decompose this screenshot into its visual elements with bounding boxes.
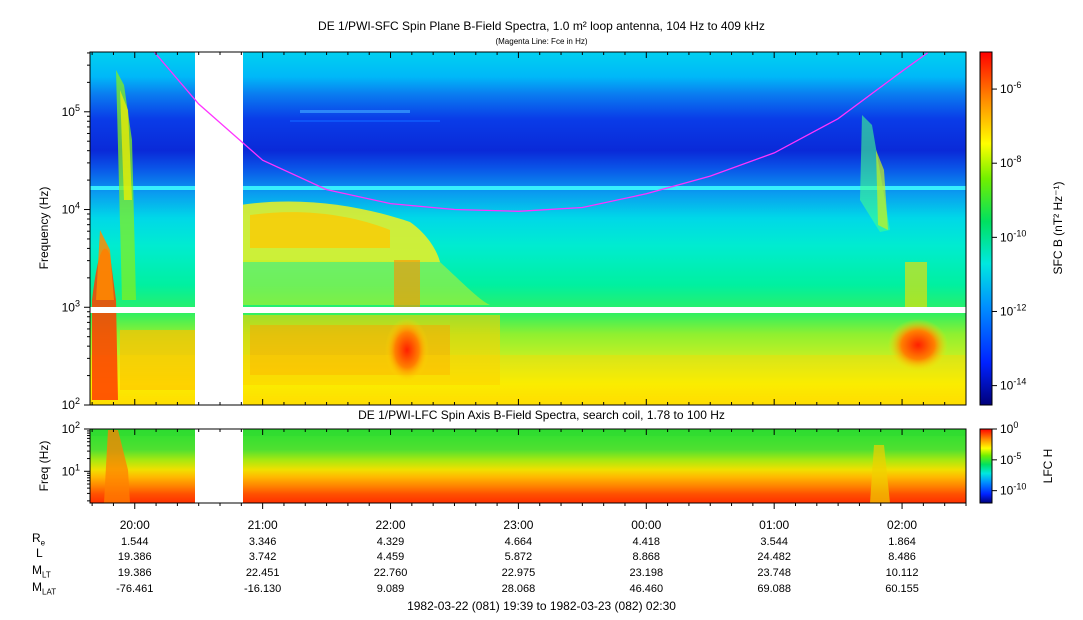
sfc-colorbar-label: SFC B (nT² Hz⁻¹) <box>1051 182 1065 275</box>
param-value-mlt: 10.112 <box>885 567 919 579</box>
lfc-data-gap <box>195 429 243 503</box>
emission-feature <box>385 318 429 382</box>
param-value-re: 3.346 <box>248 536 277 548</box>
param-value-re: 1.864 <box>888 536 916 548</box>
x-tick-label: 20:00 <box>120 518 150 532</box>
sfc-x-axis <box>91 52 967 405</box>
param-value-l: 4.459 <box>376 551 405 563</box>
top-panel-title: DE 1/PWI-SFC Spin Plane B-Field Spectra,… <box>318 19 765 33</box>
param-value-mlt: 22.451 <box>245 567 280 579</box>
param-value-mlat: 28.068 <box>501 583 536 595</box>
fce-line <box>153 52 928 212</box>
param-value-l: 19.386 <box>117 551 152 563</box>
sfc-colorbar-ticks: 10-6 10-8 10-10 10-12 10-14 <box>992 80 1026 393</box>
param-value-l: 3.742 <box>248 551 277 563</box>
x-tick-label: 02:00 <box>887 518 917 532</box>
param-value-re: 4.418 <box>632 536 661 548</box>
param-value-re: 3.544 <box>760 536 788 548</box>
time-range-footer: 1982-03-22 (081) 19:39 to 1982-03-23 (08… <box>407 599 676 613</box>
param-value-mlt: 23.198 <box>629 567 664 579</box>
sfc-frequency-gap <box>90 307 966 313</box>
param-value-l: 5.872 <box>504 551 533 563</box>
lfc-spectrogram: 101 102 20:00 21:00 22:00 23:00 00:00 01:00 02:… <box>62 420 967 532</box>
param-value-mlat: -16.130 <box>243 583 282 595</box>
lfc-x-axis: 20:00 21:00 22:00 23:00 00:00 01:00 02:00 <box>91 429 967 532</box>
lfc-y-axis-label: Freq (Hz) <box>37 441 51 492</box>
top-panel-subtitle: (Magenta Line: Fce in Hz) <box>495 37 588 46</box>
x-tick-label: 00:00 <box>631 518 661 532</box>
param-value-mlat: 9.089 <box>376 583 405 595</box>
param-value-mlt: 22.975 <box>501 567 536 579</box>
param-value-mlt: 19.386 <box>117 567 152 579</box>
param-value-l: 8.486 <box>888 551 916 563</box>
emission-feature <box>104 430 130 503</box>
sfc-colorbar: 10-6 10-8 10-10 10-12 10-14 <box>979 51 1026 406</box>
x-tick-label: 23:00 <box>503 518 533 532</box>
interference-line <box>90 186 966 190</box>
sfc-colorbar-tick-label: 10-12 <box>1000 302 1026 318</box>
sfc-y-axis: 102 103 104 105 <box>62 52 90 412</box>
lfc-colorbar-tick-label: 10-10 <box>1000 482 1026 498</box>
param-value-mlat: -76.461 <box>116 583 154 595</box>
sfc-y-tick-label: 102 <box>62 396 80 412</box>
param-value-mlt: 22.760 <box>373 567 408 579</box>
param-value-mlt: 23.748 <box>757 567 791 579</box>
param-value-mlat: 69.088 <box>757 583 791 595</box>
sfc-spectrogram: 102 103 104 105 <box>62 51 967 412</box>
param-value-l: 24.482 <box>757 551 791 563</box>
sfc-data-gap <box>195 52 243 405</box>
bottom-panel-title: DE 1/PWI-LFC Spin Axis B-Field Spectra, … <box>358 408 725 422</box>
sfc-colorbar-tick-label: 10-8 <box>1000 154 1021 170</box>
lfc-colorbar-label: LFC H <box>1041 449 1055 484</box>
lfc-colorbar-tick-label: 10-5 <box>1000 451 1021 467</box>
sfc-y-tick-label: 103 <box>62 298 80 314</box>
param-label-l: L <box>36 546 43 560</box>
lfc-y-tick-label: 102 <box>62 420 80 436</box>
lfc-colorbar-tick-label: 100 <box>1000 420 1018 436</box>
param-value-re: 1.544 <box>120 536 149 548</box>
lfc-colorbar: 100 10-5 10-10 <box>979 420 1026 504</box>
param-value-mlat: 60.155 <box>885 583 919 595</box>
sfc-colorbar-tick-label: 10-10 <box>1000 228 1026 244</box>
sfc-y-tick-label: 105 <box>62 103 80 119</box>
sfc-colorbar-tick-label: 10-14 <box>1000 377 1026 393</box>
param-value-re: 4.329 <box>376 536 405 548</box>
param-label-re: Re <box>32 531 46 548</box>
param-value-l: 8.868 <box>632 551 661 563</box>
lfc-y-axis: 101 102 <box>62 420 90 502</box>
emission-feature <box>888 319 948 371</box>
sfc-y-tick-label: 104 <box>62 201 80 217</box>
x-tick-label: 21:00 <box>248 518 278 532</box>
sfc-y-axis-label: Frequency (Hz) <box>37 187 51 270</box>
lfc-colorbar-ticks: 100 10-5 10-10 <box>992 420 1026 498</box>
param-value-mlat: 46.460 <box>629 583 664 595</box>
x-tick-label: 22:00 <box>376 518 406 532</box>
sfc-colorbar-tick-label: 10-6 <box>1000 80 1021 96</box>
x-tick-label: 01:00 <box>759 518 789 532</box>
param-label-mlat: MLAT <box>32 580 57 597</box>
lfc-y-tick-label: 101 <box>62 462 80 478</box>
param-label-mlt: MLT <box>32 563 51 580</box>
param-value-re: 4.664 <box>504 536 533 548</box>
